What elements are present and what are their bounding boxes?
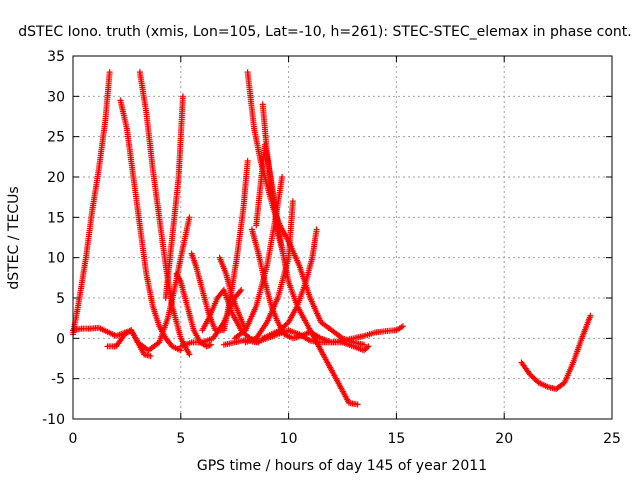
data-point (587, 312, 594, 319)
data-point (147, 353, 154, 360)
data-point (179, 93, 186, 100)
data-point (279, 246, 286, 253)
grid-lines (73, 56, 612, 419)
data-point (237, 288, 244, 295)
data-series-4 (117, 97, 184, 354)
data-series-11 (216, 254, 249, 334)
x-axis-label: GPS time / hours of day 145 of year 2011 (197, 458, 487, 474)
x-tick-label: 20 (495, 431, 513, 447)
y-tick-label: 35 (47, 49, 65, 65)
y-tick-label: 10 (47, 251, 65, 267)
y-tick-label: 5 (56, 291, 65, 307)
data-series-19 (259, 226, 320, 342)
x-tick-label: 10 (280, 431, 298, 447)
data-point (238, 286, 245, 293)
data-point (361, 341, 368, 348)
data-series-5 (136, 69, 193, 358)
chart-title: dSTEC Iono. truth (xmis, Lon=105, Lat=-1… (18, 24, 631, 40)
y-tick-label: 30 (47, 89, 65, 105)
y-tick-label: 20 (47, 170, 65, 186)
y-axis-label: dSTEC / TECUs (6, 186, 22, 289)
data-series-3 (104, 214, 193, 354)
data-point (354, 401, 361, 408)
data-point (289, 198, 296, 205)
y-tick-label: -10 (42, 412, 65, 428)
data-series-17 (231, 174, 286, 342)
data-series-1 (70, 69, 113, 338)
x-tick-label: 15 (387, 431, 405, 447)
y-tick-label: 0 (56, 331, 65, 347)
data-point (186, 214, 193, 221)
data-point (313, 226, 320, 233)
data-point (399, 323, 406, 330)
data-point (244, 157, 251, 164)
data-point (106, 69, 113, 76)
x-tick-label: 25 (603, 431, 621, 447)
data-series-13 (244, 69, 368, 348)
x-tick-label: 5 (176, 431, 185, 447)
data-point (207, 341, 214, 348)
data-series-18 (242, 198, 296, 346)
x-tick-label: 0 (69, 431, 78, 447)
data-series-20 (518, 312, 594, 393)
axis-ticks: 0 5 10 15 20 25 -10 -5 0 5 10 15 20 25 30 35 (42, 49, 621, 447)
y-tick-label: 15 (47, 210, 65, 226)
data-series-8 (188, 157, 251, 334)
plot-frame (72, 55, 613, 420)
data-point (186, 351, 193, 358)
y-tick-label: 25 (47, 130, 65, 146)
data-series (70, 69, 594, 408)
data-point (279, 174, 286, 180)
data-point (365, 343, 372, 350)
y-tick-label: -5 (51, 372, 65, 388)
data-series-6 (162, 93, 186, 301)
data-series-7 (173, 270, 214, 350)
